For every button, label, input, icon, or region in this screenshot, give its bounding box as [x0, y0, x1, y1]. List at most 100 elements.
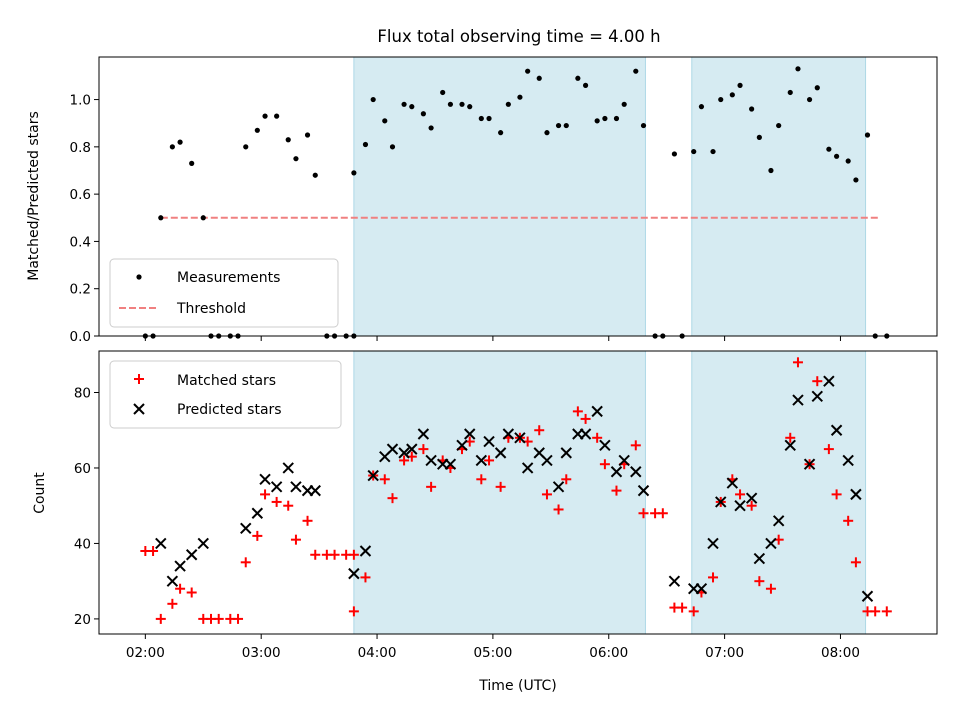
predicted-marker-stroke	[398, 447, 410, 459]
matched-star-point	[387, 493, 398, 504]
y-tick-label: 40	[74, 536, 91, 552]
shaded-interval	[691, 350, 867, 635]
predicted-marker-stroke	[483, 435, 495, 448]
predicted-marker-stroke	[166, 575, 179, 587]
predicted-star-point	[398, 447, 410, 459]
matched-star-point	[155, 613, 166, 624]
predicted-marker-stroke	[502, 428, 515, 440]
predicted-marker-stroke	[591, 405, 603, 418]
predicted-marker-stroke	[579, 428, 592, 440]
measurement-point	[293, 156, 299, 162]
top-legend: Measurements Threshold	[109, 258, 339, 328]
measurement-point	[169, 144, 175, 150]
measurement-point	[749, 106, 755, 112]
matched-star-point	[870, 606, 881, 617]
predicted-marker-stroke	[792, 394, 804, 406]
predicted-marker-stroke	[765, 537, 777, 550]
predicted-marker-stroke	[270, 481, 283, 493]
measurement-point	[864, 132, 871, 138]
matched-star-point	[735, 489, 746, 500]
predicted-marker-stroke	[456, 439, 468, 452]
measurement-point	[594, 118, 600, 124]
measurement-point	[602, 115, 608, 122]
measurement-point	[440, 89, 446, 96]
measurement-point	[243, 144, 249, 150]
predicted-marker-stroke	[514, 432, 526, 444]
matched-star-point	[283, 500, 294, 511]
measurement-point	[478, 115, 484, 122]
predicted-marker-stroke	[772, 515, 785, 527]
matched-star-point	[831, 489, 842, 500]
matched-star-point	[657, 508, 668, 519]
top-x-axis-ticks	[144, 336, 841, 341]
top-legend-box	[109, 258, 339, 328]
predicted-star-point	[715, 496, 727, 508]
measurement-point	[200, 215, 206, 221]
predicted-marker-stroke	[240, 522, 252, 535]
measurement-point	[447, 101, 454, 107]
shaded-interval	[353, 350, 646, 635]
measurement-point	[189, 160, 195, 166]
predicted-star-point	[630, 466, 642, 478]
predicted-star-point	[464, 428, 476, 440]
measurement-point	[517, 94, 523, 100]
predicted-marker-stroke	[610, 466, 623, 478]
measurement-point	[505, 101, 511, 107]
x-tick-label: 07:00	[705, 645, 744, 661]
legend-matched-marker	[134, 374, 144, 384]
predicted-star-point	[174, 560, 186, 572]
chart-title: Flux total observing time = 4.00 h	[377, 27, 660, 46]
predicted-star-point	[456, 439, 468, 452]
measurement-point	[370, 96, 376, 103]
predicted-marker-stroke	[715, 496, 727, 508]
predicted-marker-stroke	[386, 443, 399, 455]
matched-star-point	[792, 357, 803, 368]
predicted-marker-stroke	[734, 499, 746, 512]
predicted-marker-stroke	[830, 424, 843, 436]
measurement-point	[710, 148, 716, 155]
matched-star-point	[213, 613, 224, 624]
measurement-point	[718, 96, 724, 103]
measurement-point	[459, 101, 465, 107]
matched-star-point	[495, 481, 506, 492]
predicted-marker-stroke	[637, 484, 650, 497]
measurement-point	[274, 113, 280, 119]
predicted-star-point	[753, 552, 766, 565]
top-plot-frame	[98, 56, 938, 337]
predicted-star-point	[386, 443, 399, 455]
matched-star-point	[148, 545, 159, 556]
measurement-point	[756, 134, 762, 140]
predicted-marker-stroke	[521, 462, 534, 474]
predicted-star-point	[811, 390, 823, 402]
predicted-marker-stroke	[174, 560, 186, 572]
measurement-point	[158, 215, 164, 221]
matched-star-point	[360, 572, 371, 583]
predicted-star-point	[251, 507, 264, 519]
predicted-star-point	[514, 432, 526, 444]
matched-star-point	[541, 489, 552, 500]
predicted-star-point	[861, 590, 874, 602]
predicted-marker-stroke	[494, 447, 507, 459]
measurement-point	[691, 148, 697, 155]
predicted-star-point	[772, 515, 785, 527]
predicted-star-point	[282, 462, 294, 474]
predicted-marker-stroke	[552, 481, 565, 493]
predicted-marker-stroke	[155, 537, 167, 550]
y-tick-label: 0.8	[70, 140, 91, 156]
predicted-star-point	[823, 375, 835, 387]
predicted-marker-stroke	[533, 447, 545, 459]
predicted-marker-stroke	[861, 590, 874, 602]
x-axis-label: Time (UTC)	[478, 678, 556, 694]
measurement-point	[698, 104, 705, 110]
matched-star-point	[823, 444, 834, 455]
matched-star-point	[572, 406, 583, 417]
measurement-point	[525, 68, 531, 74]
matched-star-point	[290, 534, 301, 545]
y-tick-label: 20	[74, 612, 91, 628]
measurement-point	[826, 146, 832, 152]
matched-star-point	[592, 432, 603, 443]
predicted-star-point	[745, 492, 758, 504]
shaded-interval	[691, 56, 867, 337]
predicted-star-point	[166, 575, 179, 587]
matched-star-point	[310, 549, 321, 560]
